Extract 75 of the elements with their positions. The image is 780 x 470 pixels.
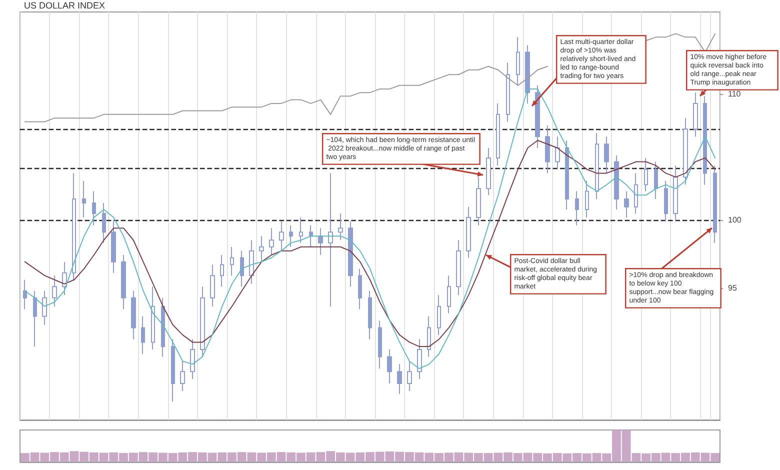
candlestick <box>673 165 678 222</box>
candlestick <box>190 338 195 380</box>
candlestick <box>604 136 609 174</box>
candlestick <box>506 62 510 122</box>
candlestick <box>92 190 96 226</box>
candlestick <box>131 290 136 340</box>
chart-title: US DOLLAR INDEX <box>24 0 106 10</box>
candlestick <box>111 220 116 274</box>
candlestick <box>693 92 698 138</box>
candlestick <box>289 224 293 248</box>
candlestick <box>595 132 599 200</box>
candlestick <box>200 286 205 358</box>
candlestick <box>614 154 619 210</box>
candlestick <box>683 118 688 186</box>
candlestick <box>171 338 175 402</box>
candlestick <box>299 216 303 244</box>
candlestick <box>269 228 274 256</box>
candlestick <box>654 161 658 200</box>
candlestick <box>713 165 717 244</box>
candlestick <box>466 206 471 258</box>
candlestick <box>664 180 668 222</box>
candlestick <box>259 236 264 262</box>
candlestick <box>516 36 520 86</box>
candlestick <box>52 275 57 307</box>
candlestick <box>42 290 47 326</box>
candlestick <box>141 316 145 354</box>
candlestick <box>348 220 353 288</box>
candlestick <box>407 360 412 392</box>
candlestick <box>151 286 155 350</box>
y-tick-label: 100 <box>728 216 742 225</box>
candlestick <box>437 294 441 336</box>
candlestick <box>102 202 106 244</box>
candlestick <box>427 316 431 358</box>
candlestick <box>555 136 560 170</box>
candlestick <box>309 224 313 248</box>
candlestick <box>279 220 284 252</box>
candlestick <box>545 124 550 174</box>
candlestick <box>585 180 589 218</box>
candlestick <box>249 240 254 284</box>
candlestick <box>447 275 451 314</box>
candlestick <box>476 176 481 226</box>
candlestick <box>240 250 244 288</box>
candlestick <box>417 338 422 380</box>
y-tick-label: 95 <box>728 284 738 293</box>
candlestick <box>703 96 707 186</box>
candlestick <box>33 290 37 348</box>
candlestick <box>161 297 165 358</box>
candlestick <box>565 140 569 210</box>
candlestick <box>456 240 461 296</box>
candlestick <box>62 261 67 296</box>
candlestick <box>338 212 343 241</box>
candlestick <box>397 364 402 395</box>
candlestick <box>23 279 27 310</box>
candlestick <box>180 360 185 392</box>
candlestick <box>230 246 234 276</box>
candlestick <box>121 254 126 310</box>
line-series <box>24 88 716 370</box>
candlestick <box>634 172 638 214</box>
candlestick <box>328 172 333 307</box>
candlestick <box>496 102 500 166</box>
candlestick <box>624 190 629 218</box>
candlestick <box>358 268 362 310</box>
candlestick <box>368 290 372 340</box>
candlestick <box>486 147 491 196</box>
candlestick <box>82 180 86 218</box>
candlestick <box>210 264 215 307</box>
candlestick <box>378 320 382 370</box>
candlestick <box>72 172 76 280</box>
y-tick-label: 110 <box>728 89 742 98</box>
candlestick <box>575 190 579 226</box>
candlestick <box>220 254 224 288</box>
candlestick <box>318 228 323 256</box>
candlestick <box>387 348 392 384</box>
candlestick <box>644 157 648 192</box>
candlestick <box>525 44 530 104</box>
